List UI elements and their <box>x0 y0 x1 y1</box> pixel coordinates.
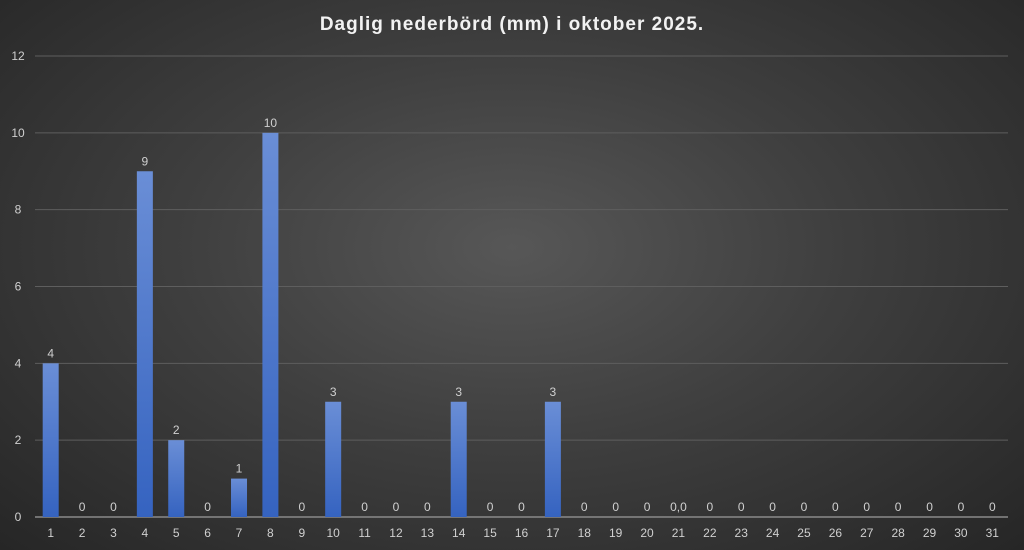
x-tick-label: 28 <box>891 526 905 540</box>
data-label: 0 <box>738 500 745 514</box>
data-label: 0 <box>644 500 651 514</box>
x-tick-label: 20 <box>640 526 654 540</box>
data-label: 0 <box>361 500 368 514</box>
data-label: 2 <box>173 423 180 437</box>
x-tick-label: 30 <box>954 526 968 540</box>
x-tick-label: 5 <box>173 526 180 540</box>
x-tick-label: 8 <box>267 526 274 540</box>
x-tick-label: 16 <box>515 526 529 540</box>
data-label: 3 <box>550 385 557 399</box>
data-label: 3 <box>455 385 462 399</box>
y-tick-label: 0 <box>15 510 22 524</box>
data-label: 0 <box>518 500 525 514</box>
bar <box>42 363 59 517</box>
x-tick-label: 13 <box>421 526 435 540</box>
data-label: 0 <box>989 500 996 514</box>
data-label: 0 <box>832 500 839 514</box>
data-label: 0 <box>393 500 400 514</box>
bar <box>544 401 561 517</box>
data-label: 1 <box>236 462 243 476</box>
data-label: 0 <box>926 500 933 514</box>
x-tick-label: 26 <box>829 526 843 540</box>
x-tick-label: 4 <box>142 526 149 540</box>
x-tick-label: 11 <box>358 526 371 540</box>
data-label: 0 <box>298 500 305 514</box>
data-label: 0 <box>204 500 211 514</box>
bar <box>168 440 185 517</box>
y-tick-label: 2 <box>15 433 22 447</box>
y-tick-label: 8 <box>15 203 22 217</box>
x-tick-label: 12 <box>389 526 403 540</box>
x-tick-label: 7 <box>236 526 243 540</box>
x-tick-label: 18 <box>578 526 592 540</box>
x-tick-label: 29 <box>923 526 937 540</box>
y-tick-label: 4 <box>15 356 22 370</box>
data-label: 0 <box>769 500 776 514</box>
data-label: 0 <box>581 500 588 514</box>
data-label: 0 <box>958 500 965 514</box>
data-label: 9 <box>142 154 149 168</box>
y-tick-label: 10 <box>11 126 25 140</box>
data-label: 0 <box>612 500 619 514</box>
data-label: 0 <box>110 500 117 514</box>
x-tick-label: 9 <box>298 526 305 540</box>
bar <box>136 171 153 517</box>
data-label: 3 <box>330 385 337 399</box>
x-tick-label: 31 <box>986 526 1000 540</box>
x-tick-label: 15 <box>483 526 497 540</box>
x-tick-label: 10 <box>326 526 340 540</box>
data-label: 0 <box>424 500 431 514</box>
data-label: 0 <box>487 500 494 514</box>
bar <box>231 478 248 517</box>
x-tick-label: 2 <box>79 526 86 540</box>
data-label: 0 <box>895 500 902 514</box>
y-tick-label: 12 <box>11 49 25 63</box>
data-label: 0 <box>801 500 808 514</box>
x-tick-label: 6 <box>204 526 211 540</box>
data-label: 10 <box>264 116 278 130</box>
y-tick-label: 6 <box>15 280 22 294</box>
x-tick-label: 1 <box>47 526 54 540</box>
data-label: 4 <box>47 346 54 360</box>
x-tick-label: 17 <box>546 526 560 540</box>
data-label: 0 <box>863 500 870 514</box>
x-tick-label: 3 <box>110 526 117 540</box>
x-tick-label: 23 <box>735 526 749 540</box>
data-label: 0 <box>706 500 713 514</box>
chart-title: Daglig nederbörd (mm) i oktober 2025. <box>319 14 705 35</box>
bar <box>325 401 342 517</box>
x-tick-label: 22 <box>703 526 717 540</box>
x-tick-label: 25 <box>797 526 811 540</box>
bar <box>450 401 467 517</box>
data-label: 0 <box>79 500 86 514</box>
data-label: 0,0 <box>670 500 687 514</box>
bar <box>262 132 279 518</box>
x-tick-label: 24 <box>766 526 780 540</box>
x-tick-label: 21 <box>672 526 686 540</box>
x-tick-label: 14 <box>452 526 466 540</box>
x-tick-label: 19 <box>609 526 623 540</box>
x-tick-label: 27 <box>860 526 874 540</box>
